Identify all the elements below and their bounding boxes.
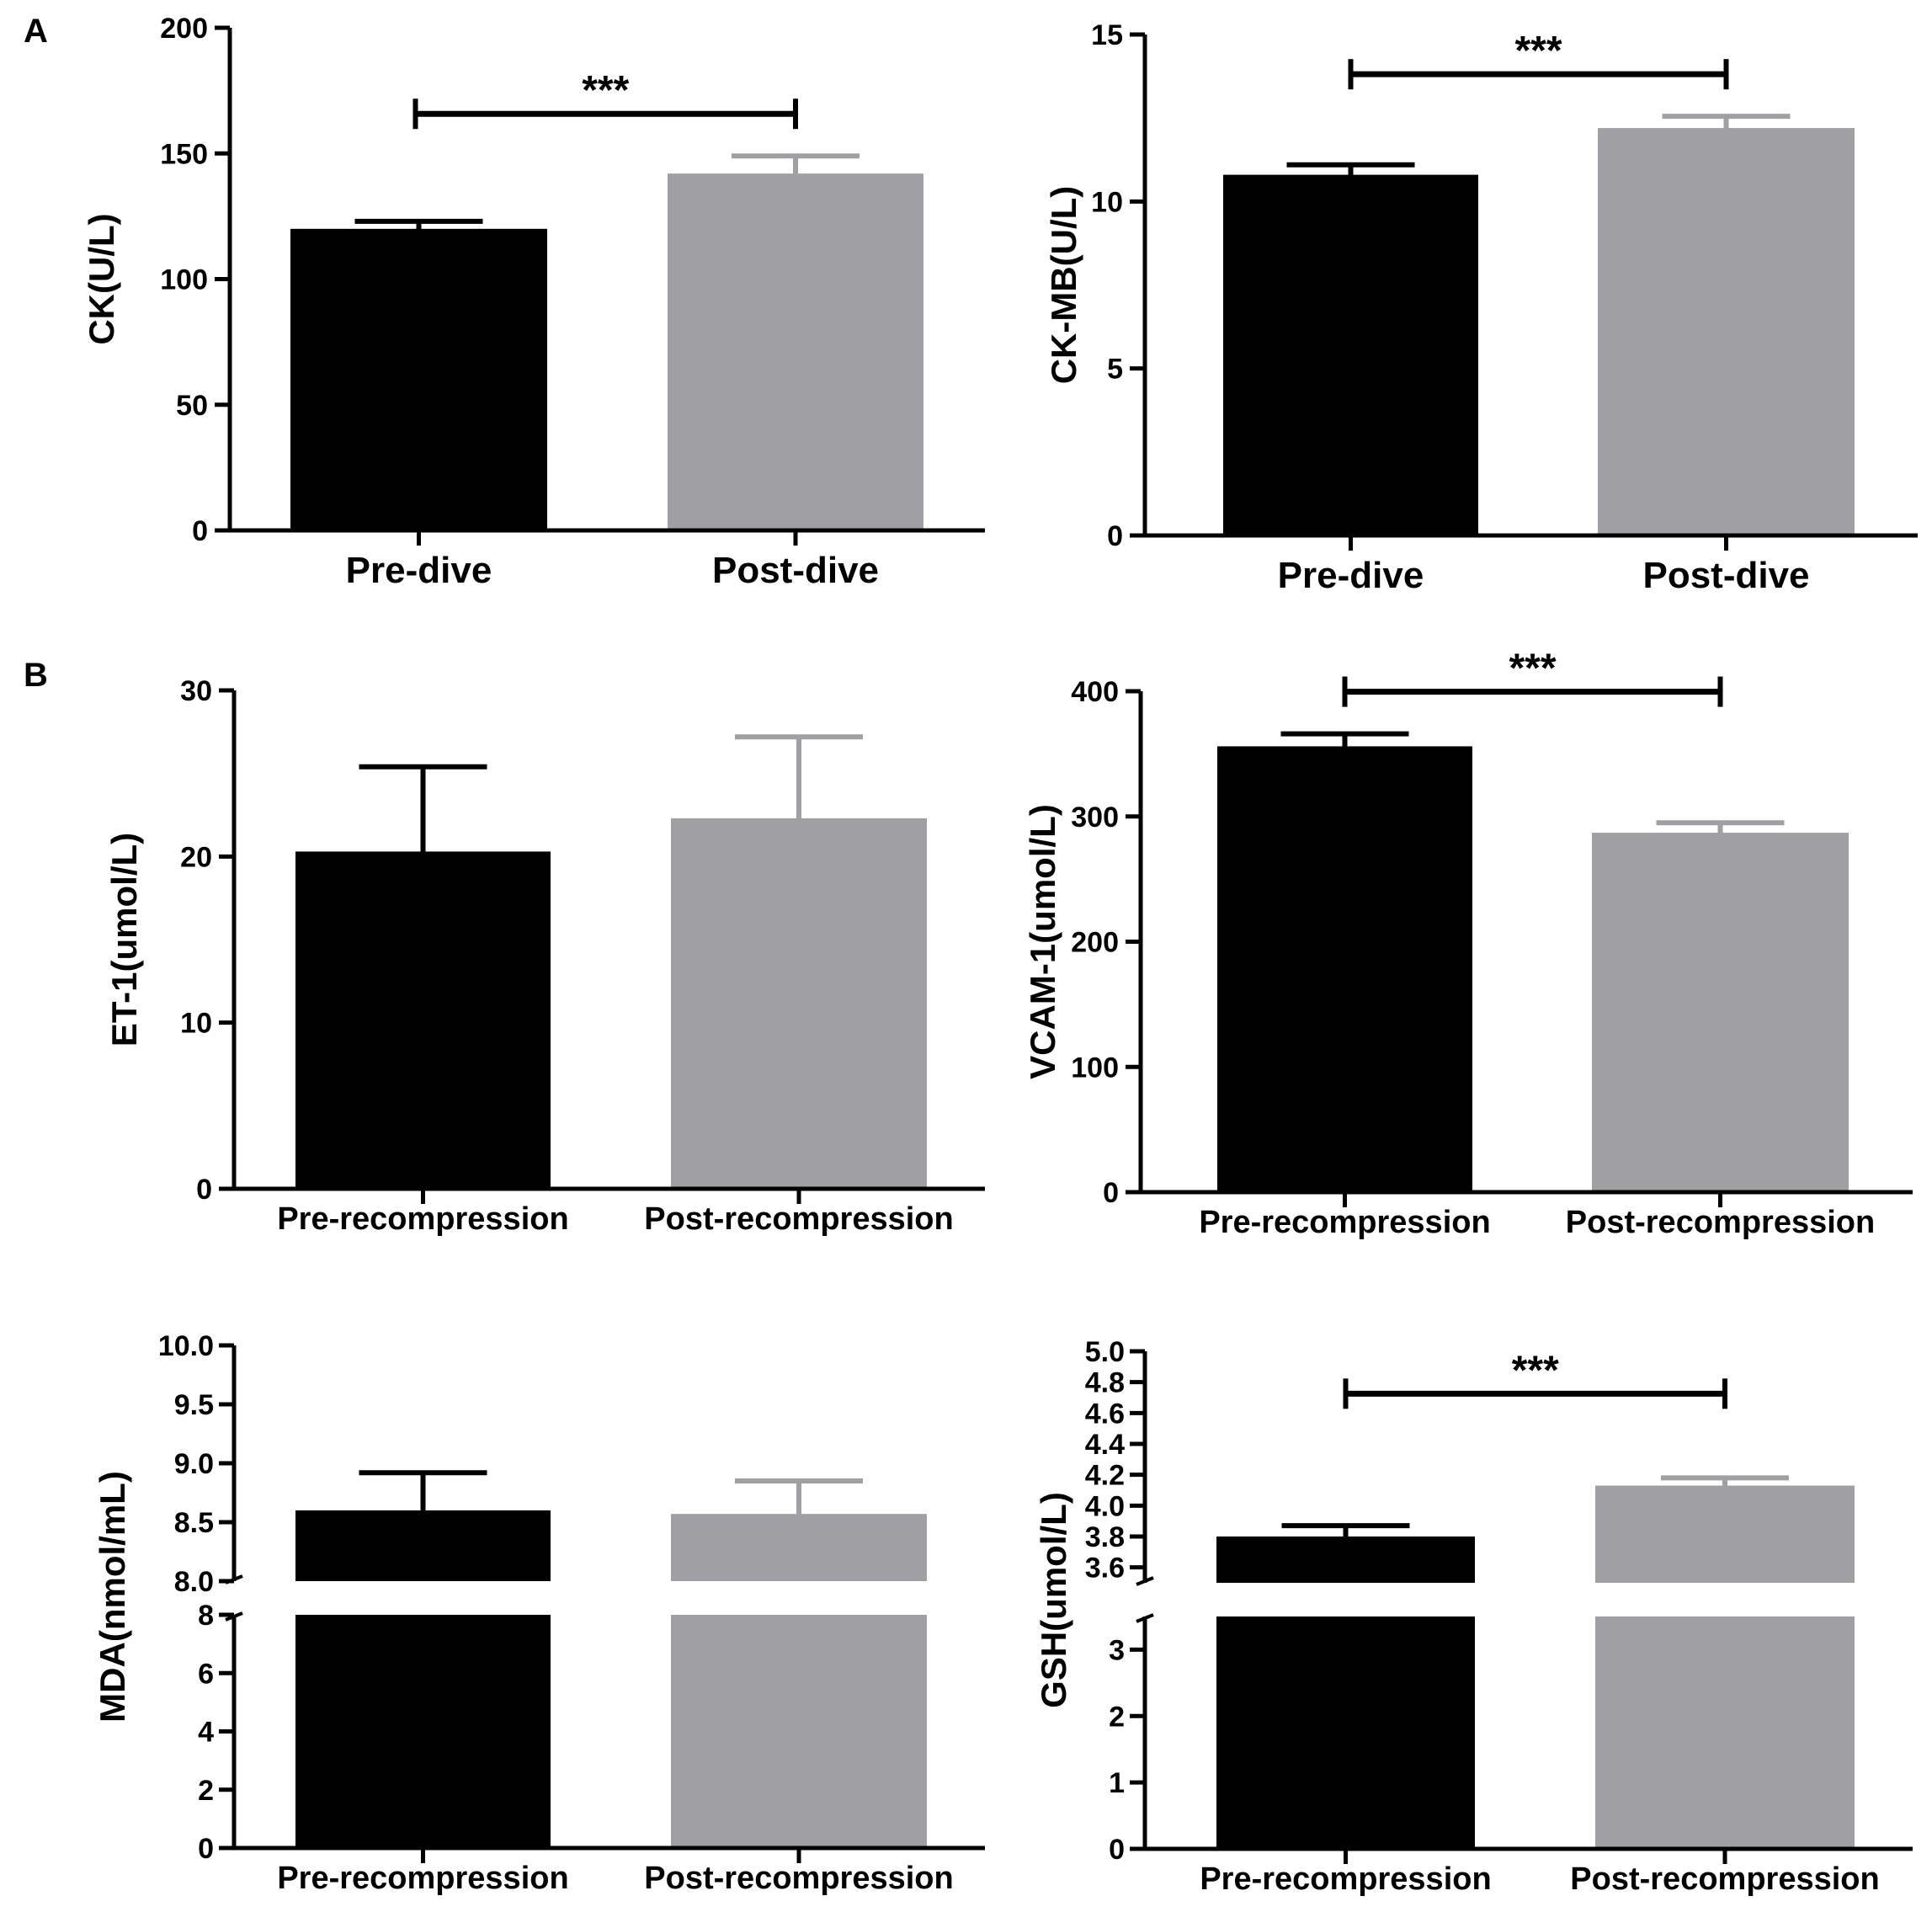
x-tick-label: Pre-recompression	[1199, 1205, 1490, 1240]
bar-pre	[290, 228, 547, 530]
y-tick-label: 10.0	[158, 1330, 214, 1362]
x-tick-label: Pre-dive	[346, 550, 492, 591]
y-axis-label: CK(U/L)	[82, 213, 121, 344]
chart-ck: 0 50 100 150 200 Pre-dive Post-dive CK(U/L) ***	[82, 13, 985, 591]
y-tick-label: 2	[1109, 1701, 1125, 1733]
y-tick-label: 10	[1091, 186, 1123, 218]
y-tick-label: 4.6	[1085, 1398, 1125, 1430]
y-tick-label: 300	[1071, 802, 1119, 834]
y-tick-label: 0	[196, 1174, 212, 1206]
y-tick-label: 4.4	[1085, 1429, 1125, 1461]
y-tick-label: 4	[198, 1717, 214, 1749]
y-tick-label: 8.0	[174, 1566, 214, 1598]
x-tick-label: Pre-dive	[1278, 555, 1424, 596]
y-tick-label: 4.2	[1085, 1460, 1125, 1492]
x-tick-label: Pre-recompression	[1200, 1861, 1491, 1897]
significance-label: ***	[582, 68, 629, 113]
chart-mda: 8.0 8.5 9.0 9.5 10.0 0 2 4 6 8 Pre-recompression Po…	[93, 1330, 985, 1896]
y-axis-label: CK-MB(U/L)	[1044, 186, 1083, 385]
significance-label: ***	[1514, 29, 1562, 73]
x-tick-label: Post-recompression	[644, 1861, 953, 1896]
x-tick-label: Post-recompression	[644, 1201, 953, 1237]
bar-post-lower	[671, 1615, 927, 1848]
bar-post-upper	[1595, 1485, 1855, 1583]
y-tick-label: 20	[180, 841, 212, 873]
bar-post	[668, 173, 923, 530]
bar-pre-lower	[295, 1615, 551, 1848]
y-tick-label: 0	[1107, 520, 1123, 552]
y-tick-label: 0	[1109, 1834, 1125, 1866]
bar-pre-lower	[1216, 1616, 1475, 1849]
significance-label: ***	[1512, 1348, 1559, 1393]
bar-pre	[295, 851, 551, 1189]
y-tick-label: 3.6	[1085, 1553, 1125, 1584]
y-axis-label: VCAM-1(umol/L)	[1023, 804, 1062, 1079]
y-axis-label: MDA(nmol/mL)	[93, 1471, 132, 1723]
x-tick-label: Post-dive	[1642, 555, 1809, 596]
chart-vcam1: 0 100 200 300 400 Pre-recompression Post-recom…	[1023, 647, 1913, 1240]
bar-pre-upper	[1216, 1537, 1475, 1583]
x-tick-label: Post-dive	[712, 550, 879, 591]
y-tick-label: 15	[1091, 19, 1123, 51]
y-tick-label: 8.5	[174, 1507, 214, 1539]
axis-break-mark	[1136, 1576, 1154, 1586]
y-axis-label: ET-1(umol/L)	[104, 833, 144, 1047]
y-tick-label: 400	[1071, 676, 1119, 708]
y-axis-label: GSH(umol/L)	[1034, 1492, 1073, 1708]
bar-post-upper	[671, 1514, 927, 1581]
y-tick-label: 0	[192, 515, 208, 547]
x-tick-label: Post-recompression	[1570, 1861, 1879, 1897]
y-tick-label: 9.0	[174, 1448, 214, 1480]
chart-gsh: 3.63.84.04.24.44.64.85.0 0 1 2 3 Pre-recompre…	[1034, 1336, 1913, 1897]
bar-post-lower	[1595, 1616, 1855, 1849]
bar-pre	[1217, 746, 1472, 1192]
x-tick-label: Pre-recompression	[277, 1201, 568, 1237]
y-tick-label: 3.8	[1085, 1521, 1125, 1553]
axis-break-mark	[1136, 1613, 1154, 1623]
y-tick-label: 5	[1107, 354, 1123, 386]
y-tick-label: 100	[1071, 1052, 1119, 1084]
y-tick-label: 150	[160, 138, 208, 170]
y-tick-label: 4.0	[1085, 1490, 1125, 1522]
panel-label-a: A	[24, 13, 48, 50]
bar-post	[1598, 128, 1855, 536]
y-tick-label: 5.0	[1085, 1336, 1125, 1368]
bar-post	[671, 818, 927, 1189]
bar-pre-upper	[295, 1510, 551, 1581]
y-tick-label: 50	[176, 390, 208, 422]
y-tick-label: 6	[198, 1658, 214, 1690]
y-tick-label: 10	[180, 1008, 212, 1040]
y-tick-label: 0	[1103, 1177, 1119, 1209]
y-tick-label: 1	[1109, 1767, 1125, 1799]
chart-et1: 0 10 20 30 Pre-recompression Post-recompressi…	[104, 675, 985, 1237]
y-tick-label: 4.8	[1085, 1367, 1125, 1399]
y-tick-label: 30	[180, 675, 212, 707]
y-tick-label: 9.5	[174, 1389, 214, 1421]
y-tick-label: 8	[198, 1600, 214, 1632]
x-tick-label: Post-recompression	[1566, 1205, 1875, 1240]
bar-pre	[1223, 174, 1478, 535]
y-tick-label: 2	[198, 1775, 214, 1807]
x-tick-label: Pre-recompression	[277, 1861, 568, 1896]
y-tick-label: 100	[160, 264, 208, 296]
chart-ckmb: 0 5 10 15 Pre-dive Post-dive CK-MB(U/L) ***	[1044, 19, 1918, 596]
y-tick-label: 0	[198, 1833, 214, 1865]
y-tick-label: 200	[1071, 927, 1119, 959]
y-tick-label: 3	[1109, 1634, 1125, 1666]
y-tick-label: 200	[160, 13, 208, 45]
panel-label-b: B	[24, 657, 48, 694]
bar-post	[1592, 833, 1849, 1192]
significance-label: ***	[1509, 647, 1556, 691]
